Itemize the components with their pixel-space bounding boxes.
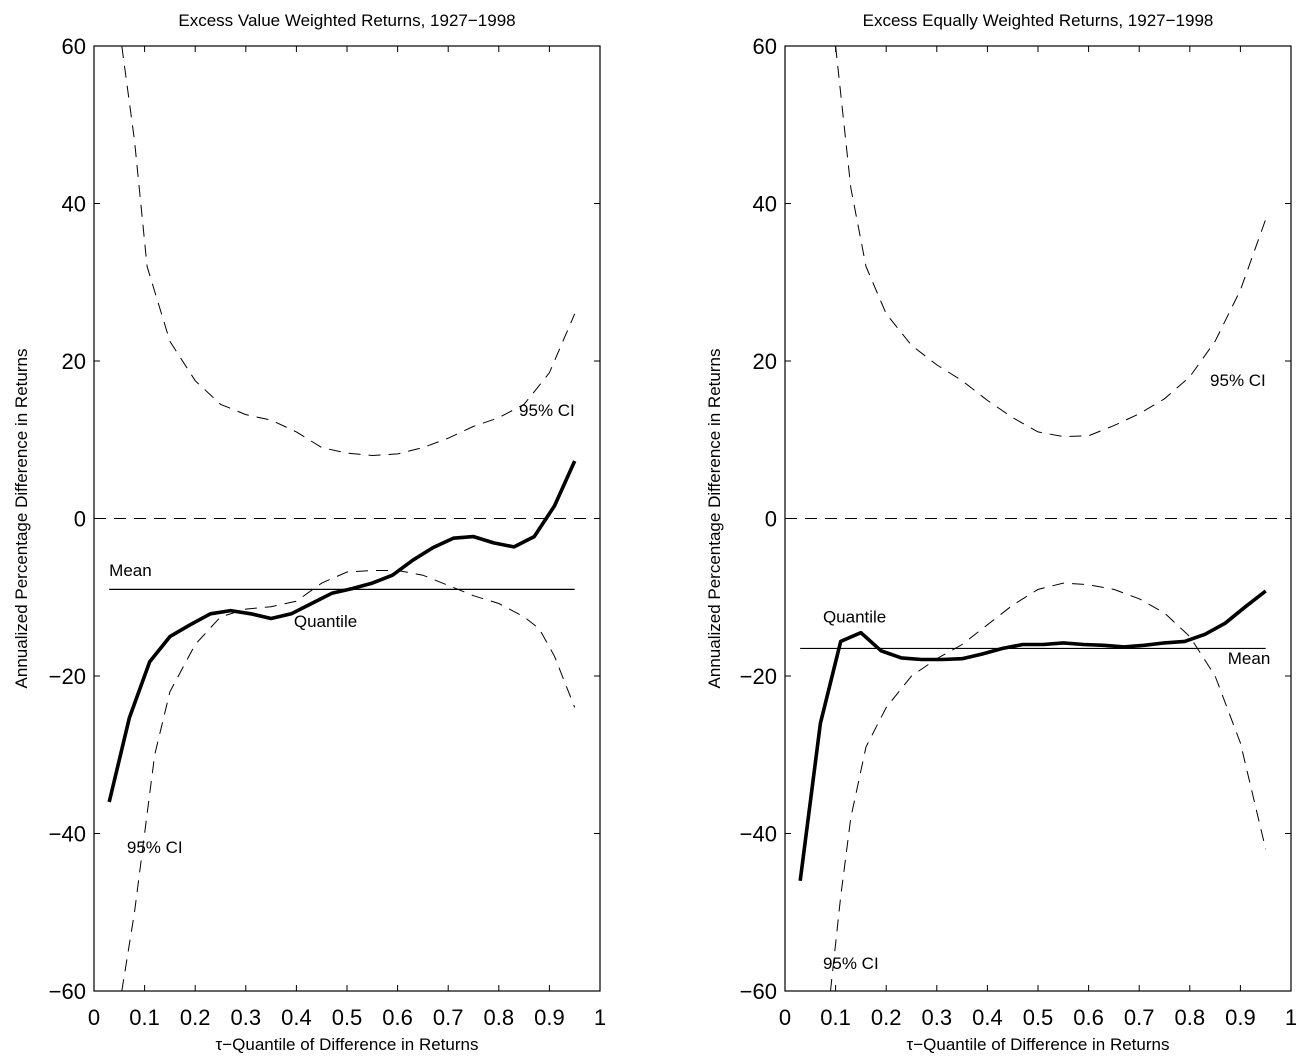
ci-upper-series-line	[835, 45, 1267, 438]
annotation-label: 95% CI	[823, 954, 879, 973]
annotation-label: 95% CI	[127, 838, 183, 857]
x-tick-label: 0.4	[972, 1005, 1003, 1030]
y-tick-label: −60	[740, 979, 777, 1004]
annotation-label: Mean	[109, 561, 152, 580]
x-tick-label: 0.9	[534, 1005, 565, 1030]
x-tick-label: 0.6	[382, 1005, 413, 1030]
x-tick-label: 0.4	[281, 1005, 312, 1030]
annotation-label: Quantile	[294, 612, 357, 631]
y-tick-label: 60	[753, 34, 777, 59]
right-panel: Excess Equally Weighted Returns, 1927−19…	[705, 11, 1297, 1054]
x-tick-label: 0.8	[484, 1005, 515, 1030]
x-tick-label: 0.5	[332, 1005, 363, 1030]
x-tick-label: 1	[1285, 1005, 1297, 1030]
y-tick-label: 60	[62, 34, 86, 59]
y-axis-label: Annualized Percentage Difference in Retu…	[12, 349, 31, 689]
y-tick-label: 20	[753, 349, 777, 374]
chart-title: Excess Equally Weighted Returns, 1927−19…	[863, 11, 1214, 30]
x-tick-label: 0.5	[1023, 1005, 1054, 1030]
x-tick-label: 0.2	[180, 1005, 211, 1030]
x-tick-label: 0.1	[129, 1005, 160, 1030]
x-tick-label: 0.7	[433, 1005, 464, 1030]
annotation-label: 95% CI	[1210, 371, 1266, 390]
left-panel: Excess Value Weighted Returns, 1927−1998…	[12, 11, 606, 1054]
y-tick-label: 20	[62, 349, 86, 374]
ci-upper-series-line	[121, 45, 576, 457]
x-tick-label: 0.8	[1175, 1005, 1206, 1030]
y-tick-label: −20	[49, 664, 86, 689]
x-axis-label: τ−Quantile of Difference in Returns	[216, 1035, 479, 1054]
x-tick-label: 0	[779, 1005, 791, 1030]
y-tick-label: −40	[740, 822, 777, 847]
y-tick-label: −20	[740, 664, 777, 689]
x-tick-label: 1	[594, 1005, 606, 1030]
y-tick-label: −60	[49, 979, 86, 1004]
x-tick-label: 0.3	[922, 1005, 953, 1030]
y-tick-label: 0	[74, 507, 86, 532]
y-tick-label: −40	[49, 822, 86, 847]
y-tick-label: 40	[753, 192, 777, 217]
quantile-series-line	[798, 589, 1267, 882]
y-axis-label: Annualized Percentage Difference in Retu…	[705, 349, 724, 689]
x-tick-label: 0.6	[1073, 1005, 1104, 1030]
chart-title: Excess Value Weighted Returns, 1927−1998	[178, 11, 515, 30]
x-tick-label: 0.1	[820, 1005, 851, 1030]
x-tick-label: 0.3	[231, 1005, 262, 1030]
quantile-series-line	[107, 460, 577, 803]
x-axis-label: τ−Quantile of Difference in Returns	[907, 1035, 1170, 1054]
x-tick-label: 0.2	[871, 1005, 902, 1030]
ci-lower-series-line	[830, 582, 1267, 992]
annotation-label: 95% CI	[519, 401, 575, 420]
x-tick-label: 0.9	[1225, 1005, 1256, 1030]
y-tick-label: 40	[62, 192, 86, 217]
ci-lower-series-line	[121, 570, 576, 992]
annotation-label: Mean	[1228, 649, 1271, 668]
annotation-label: Quantile	[823, 607, 886, 626]
x-tick-label: 0	[88, 1005, 100, 1030]
y-tick-label: 0	[765, 507, 777, 532]
x-tick-label: 0.7	[1124, 1005, 1155, 1030]
